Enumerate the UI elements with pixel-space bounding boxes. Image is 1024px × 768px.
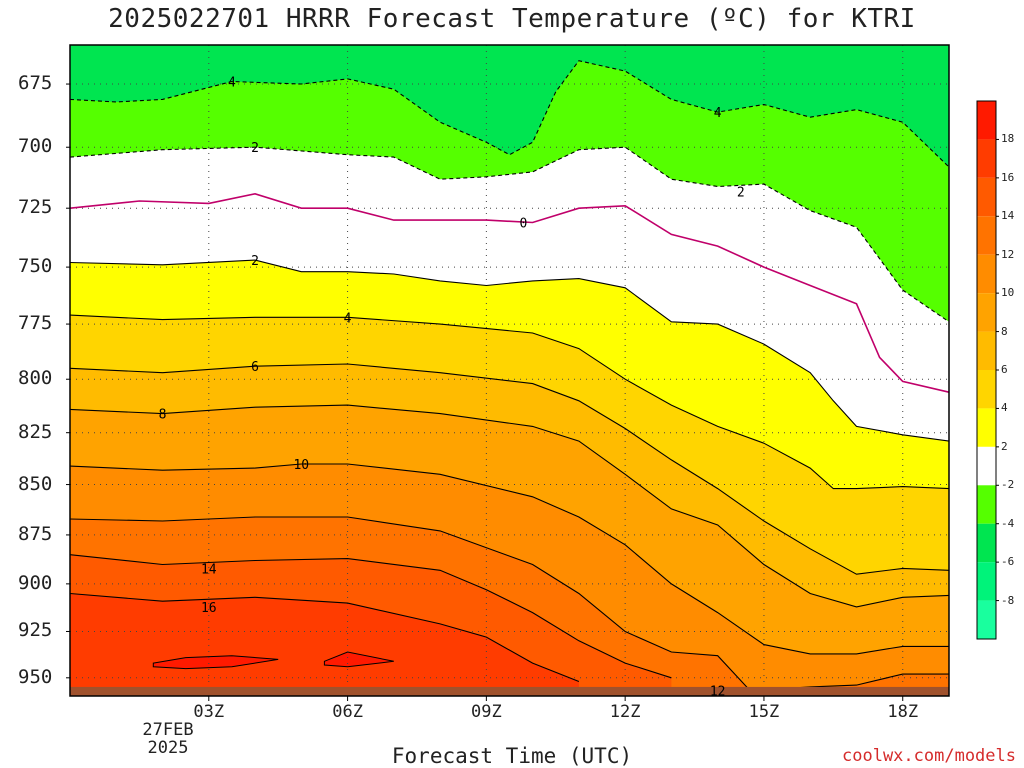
- colorbar-band-8: [977, 293, 996, 332]
- y-tick-label: 750: [18, 255, 53, 278]
- colorbar-label: -8: [1001, 593, 1015, 607]
- contour-label-16-0: 16: [201, 601, 217, 616]
- colorbar-band-4: [977, 370, 996, 409]
- x-tick-label: 12Z: [609, 702, 641, 722]
- y-tick-label: 775: [18, 312, 53, 335]
- credit-link[interactable]: coolwx.com/models: [842, 746, 1016, 766]
- surface-ground: [70, 686, 949, 696]
- contour-label-12-0: 12: [710, 685, 726, 700]
- y-tick-label: 825: [18, 420, 53, 443]
- colorbar-label: 16: [1001, 170, 1015, 184]
- x-date-label-day: 27FEB: [142, 720, 194, 740]
- contour-label--2-1: 2: [737, 185, 745, 200]
- contour-line-16: [69, 592, 580, 683]
- colorbar-label: 10: [1001, 286, 1015, 300]
- x-tick-label: 09Z: [471, 702, 502, 722]
- y-tick-label: 675: [18, 72, 53, 95]
- y-tick-label: 725: [18, 196, 53, 219]
- warm-pocket-0: [152, 655, 279, 670]
- colorbar-label: 12: [1001, 247, 1015, 261]
- contour-label-10-0: 10: [293, 458, 309, 473]
- y-tick-label: 950: [18, 665, 53, 688]
- x-tick-label: 18Z: [887, 702, 919, 722]
- colorbar-band--4: [977, 485, 996, 524]
- x-tick-label: 06Z: [332, 702, 363, 722]
- chart-title: 2025022701 HRRR Forecast Temperature (ºC…: [108, 4, 916, 34]
- contour-label-14-0: 14: [201, 562, 217, 577]
- colorbar-band--10: [977, 600, 996, 639]
- contour-label-4-0: 4: [344, 311, 352, 326]
- colorbar-label: 8: [1001, 324, 1008, 338]
- contour-line--2: [69, 146, 950, 323]
- y-tick-label: 875: [18, 522, 53, 545]
- contour-line-0: [69, 192, 950, 393]
- fill-band-16: [70, 593, 579, 696]
- colorbar-band-10: [977, 254, 996, 294]
- colorbar-band-2: [977, 408, 996, 447]
- colorbar-band--8: [977, 562, 996, 601]
- y-tick-label: 800: [18, 367, 53, 390]
- plot-frame: [69, 44, 950, 697]
- x-tick-label: 03Z: [193, 702, 225, 722]
- contour-label-8-0: 8: [159, 408, 167, 423]
- colorbar-band--6: [977, 523, 996, 563]
- x-axis-title: Forecast Time (UTC): [391, 744, 633, 768]
- contour-line-14: [69, 554, 672, 679]
- colorbar-band-14: [977, 177, 996, 217]
- contour-label-0-0: 0: [519, 217, 527, 232]
- colorbar-label: 2: [1001, 439, 1008, 453]
- colorbar-label: 6: [1001, 363, 1008, 376]
- colorbar-label: -6: [1001, 555, 1015, 569]
- colorbar-label: -4: [1001, 516, 1015, 530]
- colorbar-band-12: [977, 216, 996, 255]
- colorbar-band--2: [977, 446, 996, 486]
- contour-line-8: [69, 404, 950, 608]
- contour-label--4-1: 4: [714, 106, 722, 121]
- x-date-label-year: 2025: [147, 738, 189, 758]
- colorbar-band-18: [977, 101, 996, 140]
- y-tick-label: 850: [18, 472, 53, 495]
- x-tick-label: 15Z: [748, 702, 780, 722]
- contour-label--4-0: 4: [228, 75, 236, 90]
- contour-label-2-0: 2: [251, 254, 259, 269]
- contour-line-2: [69, 259, 950, 442]
- y-tick-label: 700: [18, 135, 53, 158]
- contour-line-12: [69, 516, 949, 692]
- colorbar-label: 18: [1001, 132, 1015, 146]
- warm-pocket-1: [323, 651, 394, 668]
- contour-label--2-0: 2: [251, 141, 259, 156]
- y-tick-label: 925: [18, 619, 53, 642]
- colorbar-label: -2: [1001, 478, 1015, 492]
- colorbar-label: 14: [1001, 209, 1015, 223]
- colorbar-label: 4: [1001, 401, 1008, 415]
- contour-label-6-0: 6: [251, 360, 259, 375]
- contour-line-6: [69, 363, 950, 575]
- colorbar-band-6: [977, 331, 996, 370]
- contour-line-4: [69, 314, 950, 490]
- y-tick-label: 900: [18, 571, 53, 594]
- contour-line-10: [69, 463, 949, 655]
- colorbar-band-16: [977, 139, 996, 178]
